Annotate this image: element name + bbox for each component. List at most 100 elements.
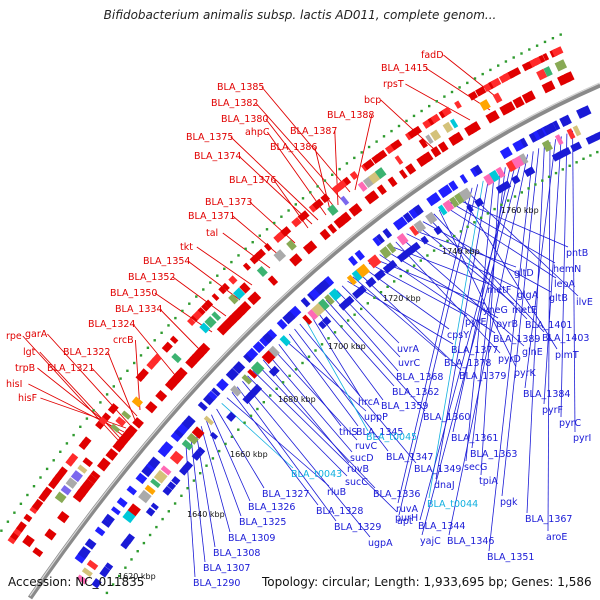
gene-label[interactable]: pyrC bbox=[559, 418, 582, 429]
gene-label[interactable]: BLA_1351 bbox=[487, 552, 534, 563]
gene-label[interactable]: BLA_1350 bbox=[110, 288, 157, 299]
gene-label[interactable]: yneG bbox=[483, 305, 508, 316]
gene-label[interactable]: uppP bbox=[364, 412, 388, 423]
gene-label[interactable]: BLA_1324 bbox=[88, 319, 135, 330]
gene-label[interactable]: BLA_1403 bbox=[542, 333, 589, 344]
gene-label[interactable]: ruvC bbox=[355, 441, 378, 452]
gene-label[interactable]: BLA_1334 bbox=[115, 304, 162, 315]
gene-label[interactable]: BLA_1374 bbox=[194, 151, 241, 162]
gene-label[interactable]: thiS bbox=[339, 427, 357, 438]
gene-label[interactable]: BLA_1336 bbox=[373, 489, 420, 500]
gene-label[interactable]: ugpA bbox=[368, 538, 393, 549]
gene-label[interactable]: BLA_1367 bbox=[525, 514, 572, 525]
gene-label[interactable]: gltD bbox=[514, 268, 534, 279]
gene-label[interactable]: rpe bbox=[6, 331, 22, 342]
gene-label[interactable]: BLA_1373 bbox=[205, 197, 252, 208]
gene-label[interactable]: BLA_1388 bbox=[327, 110, 374, 121]
gene-label[interactable]: aroE bbox=[546, 532, 567, 543]
gene-label[interactable]: BLA_1290 bbox=[193, 578, 240, 589]
gene-label[interactable]: BLA_1322 bbox=[63, 347, 110, 358]
gene-label[interactable]: BLA_1386 bbox=[270, 142, 317, 153]
gene-label[interactable]: pntB bbox=[566, 248, 588, 259]
gene-label[interactable]: glgA bbox=[517, 290, 539, 301]
gene-label[interactable]: BLA_1307 bbox=[203, 563, 250, 574]
gene-label[interactable]: BLA_1385 bbox=[217, 82, 264, 93]
gene-label[interactable]: hrcA bbox=[358, 397, 380, 408]
gene-label[interactable]: secG bbox=[464, 462, 487, 473]
gene-label[interactable]: BLA_1359 bbox=[381, 401, 428, 412]
gene-label[interactable]: rluB bbox=[327, 487, 346, 498]
gene-label[interactable]: hemN bbox=[553, 264, 581, 275]
gene-label[interactable]: BLA_1368 bbox=[396, 372, 443, 383]
gene-label[interactable]: sucD bbox=[350, 453, 374, 464]
gene-label[interactable]: ruvB bbox=[347, 464, 369, 475]
gene-label[interactable]: BLA_1328 bbox=[316, 506, 363, 517]
gene-label[interactable]: tpiA bbox=[479, 476, 498, 487]
gene-label[interactable]: BLA_1401 bbox=[525, 320, 572, 331]
gene-label[interactable]: BLA_1360 bbox=[423, 412, 470, 423]
gene-label[interactable]: BLA_1325 bbox=[239, 517, 286, 528]
gene-label[interactable]: pyrD bbox=[498, 354, 521, 365]
gene-label[interactable]: pyrI bbox=[573, 433, 591, 444]
gene-label[interactable]: metF bbox=[487, 285, 511, 296]
gene-label[interactable]: BLA_t0045 bbox=[366, 432, 417, 443]
gene-label[interactable]: tal bbox=[206, 228, 218, 239]
gene-label[interactable]: hisI bbox=[6, 379, 22, 390]
gene-label[interactable]: BLA_1347 bbox=[386, 452, 433, 463]
gene-label[interactable]: ahpC bbox=[245, 127, 270, 138]
gene-label[interactable]: BLA_1329 bbox=[334, 522, 381, 533]
gene-label[interactable]: pimT bbox=[555, 350, 579, 361]
gene-label[interactable]: BLA_1389 bbox=[493, 334, 540, 345]
gene-label[interactable]: crcB bbox=[113, 335, 134, 346]
gene-label[interactable]: BLA_1376 bbox=[229, 175, 276, 186]
gene-label[interactable]: trpB bbox=[15, 363, 35, 374]
gene-label[interactable]: BLA_1326 bbox=[248, 502, 295, 513]
gene-label[interactable]: pyrF bbox=[542, 405, 563, 416]
gene-label[interactable]: BLA_1363 bbox=[470, 449, 517, 460]
gene-label[interactable]: lgt bbox=[23, 347, 36, 358]
gene-label[interactable]: pyrB bbox=[496, 319, 518, 330]
gene-label[interactable]: pyrE bbox=[465, 317, 487, 328]
gene-label[interactable]: uvrA bbox=[397, 344, 420, 355]
gene-label[interactable]: BLA_t0043 bbox=[291, 469, 342, 480]
gene-label[interactable]: BLA_1361 bbox=[451, 433, 498, 444]
gene-label[interactable]: BLA_1382 bbox=[211, 98, 258, 109]
gene-label[interactable]: lepA bbox=[554, 279, 576, 290]
gene-label[interactable]: BLA_1309 bbox=[228, 533, 275, 544]
gene-label[interactable]: BLA_t0044 bbox=[427, 499, 478, 510]
gene-label[interactable]: BLA_1380 bbox=[221, 114, 268, 125]
gene-label[interactable]: BLA_1384 bbox=[523, 389, 570, 400]
gene-label[interactable]: uvrC bbox=[398, 358, 421, 369]
gene-label[interactable]: purH bbox=[395, 513, 418, 524]
gene-label[interactable]: metE bbox=[512, 305, 537, 316]
gene-label[interactable]: pgk bbox=[500, 497, 518, 508]
gene-label[interactable]: yajC bbox=[420, 536, 441, 547]
gene-label[interactable]: BLA_1346 bbox=[447, 536, 494, 547]
gene-label[interactable]: fadD bbox=[421, 50, 444, 61]
gene-label[interactable]: BLA_1308 bbox=[213, 548, 260, 559]
gene-label[interactable]: hisF bbox=[18, 393, 37, 404]
gene-label[interactable]: BLA_1344 bbox=[418, 521, 465, 532]
gene-label[interactable]: BLA_1371 bbox=[188, 211, 235, 222]
gene-label[interactable]: BLA_1378 bbox=[444, 358, 491, 369]
gene-label[interactable]: BLA_1345 bbox=[356, 427, 403, 438]
gene-label[interactable]: BLA_1415 bbox=[381, 63, 428, 74]
gene-label[interactable]: BLA_1349 bbox=[414, 464, 461, 475]
gene-label[interactable]: apt bbox=[397, 516, 413, 527]
gene-label[interactable]: gltB bbox=[549, 293, 568, 304]
gene-label[interactable]: BLA_1354 bbox=[143, 256, 190, 267]
gene-label[interactable]: garA bbox=[25, 329, 48, 340]
gene-label[interactable]: bcp bbox=[364, 95, 381, 106]
gene-label[interactable]: BLA_1362 bbox=[392, 387, 439, 398]
gene-label[interactable]: BLA_1352 bbox=[128, 272, 175, 283]
gene-label[interactable]: BLA_1379 bbox=[459, 371, 506, 382]
gene-label[interactable]: ilvE bbox=[576, 297, 593, 308]
gene-label[interactable]: pyrK bbox=[514, 368, 537, 379]
gene-label[interactable]: cpsY bbox=[447, 330, 469, 341]
gene-label[interactable]: BLA_1327 bbox=[262, 489, 309, 500]
gene-label[interactable]: ruvA bbox=[396, 504, 419, 515]
gene-label[interactable]: tkt bbox=[180, 242, 193, 253]
gene-label[interactable]: BLA_1387 bbox=[290, 126, 337, 137]
gene-label[interactable]: glnE bbox=[522, 347, 543, 358]
gene-label[interactable]: rpsT bbox=[383, 79, 404, 90]
